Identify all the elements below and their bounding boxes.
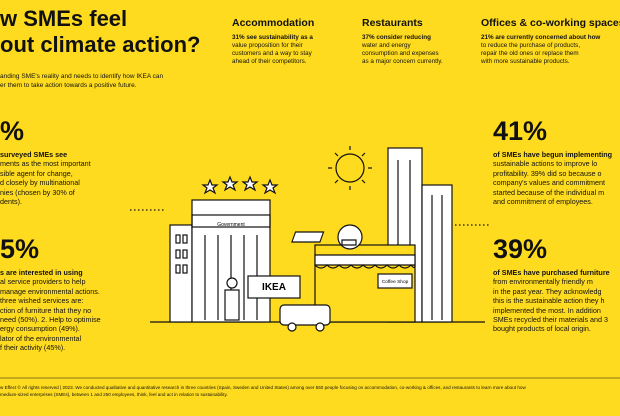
text-line: need (50%). 2. Help to optimise bbox=[0, 315, 101, 325]
text-line: to reduce the purchase of products, bbox=[481, 42, 581, 49]
text-line: ahead of their competitors. bbox=[232, 58, 307, 65]
text-line: s are interested in using bbox=[0, 268, 83, 277]
text-line: SMEs recycled their materials and 3 bbox=[493, 315, 609, 325]
text-line: anding SME's reality and needs to identi… bbox=[0, 73, 164, 80]
coffee-shop bbox=[291, 224, 416, 323]
sector-heading: Offices & co-working spaces bbox=[481, 17, 620, 29]
text-line: nies (chosen by 30% of bbox=[0, 187, 75, 197]
text-line: value proposition for their bbox=[232, 42, 303, 49]
text-line: surveyed SMEs see bbox=[0, 150, 68, 159]
stat-figure: 39% bbox=[493, 234, 548, 264]
cafe-label: Coffee Shop bbox=[382, 279, 409, 285]
subtitle: anding SME's reality and needs to identi… bbox=[0, 72, 163, 90]
stat-text: surveyed SMEs see ments as the most impor… bbox=[0, 150, 91, 206]
stat-text: of SMEs have begun implementing sustainab… bbox=[493, 150, 612, 206]
text-line: consumption and expenses bbox=[362, 50, 439, 57]
scene bbox=[0, 146, 620, 379]
stat-text: of SMEs have purchased furniture from env… bbox=[493, 268, 610, 334]
text-line: 31% see sustainability as a bbox=[232, 34, 313, 41]
text-line: out climate action? bbox=[0, 32, 201, 57]
text-line: customers and a way to stay bbox=[232, 50, 312, 57]
sector-text: 21% are currently concerned about how to … bbox=[481, 34, 600, 66]
text-line: manage environmental actions. bbox=[0, 286, 100, 296]
text-line: w SMEs feel bbox=[0, 6, 128, 31]
text-line: water and energy bbox=[362, 42, 411, 49]
stat-figure: % bbox=[0, 116, 25, 146]
text-line: ergy consumption (49%). bbox=[0, 324, 80, 334]
sector-heading: Accommodation bbox=[232, 17, 315, 29]
ikea-store bbox=[224, 275, 301, 321]
text-line: sustainable actions to improve lo bbox=[493, 159, 598, 169]
text-line: of SMEs have begun implementing bbox=[493, 150, 613, 159]
text-line: w Effect © All rights reserved | 2023. W… bbox=[0, 385, 526, 390]
text-line: d closely by multinational bbox=[0, 178, 80, 188]
stat-figure: 5% bbox=[0, 234, 40, 264]
footer: w Effect © All rights reserved | 2023. W… bbox=[0, 384, 526, 398]
government-label: Government bbox=[217, 222, 245, 228]
text-line: company's values and commitment bbox=[493, 178, 606, 188]
text-line: lator of the environmental bbox=[0, 333, 82, 343]
text-line: with more sustainable products. bbox=[481, 58, 570, 65]
text-line: from environmentally friendly m bbox=[493, 277, 593, 287]
text-line: ments as the most important bbox=[0, 159, 91, 169]
sector-text: 31% see sustainability as a value proposi… bbox=[232, 34, 313, 66]
text-line: 21% are currently concerned about how bbox=[481, 34, 601, 41]
text-line: medium-sized enterprises (SMEs), between… bbox=[0, 392, 228, 397]
sector-heading: Restaurants bbox=[362, 17, 423, 29]
text-line: as a major concern currently. bbox=[362, 58, 443, 65]
text-line: dents). bbox=[0, 197, 22, 207]
text-line: of SMEs have purchased furniture bbox=[493, 268, 610, 277]
text-line: al service providers to help bbox=[0, 277, 86, 287]
text-line: profitability. 39% did so because o bbox=[493, 168, 602, 178]
text-line: and commitment of employees. bbox=[493, 197, 593, 207]
text-line: 37% consider reducing bbox=[362, 34, 431, 41]
text-line: bought products of local origin. bbox=[493, 324, 591, 334]
store-label: IKEA bbox=[262, 282, 286, 293]
stat-text: s are interested in using al service prov… bbox=[0, 268, 101, 353]
text-line: f their activity (45%). bbox=[0, 343, 66, 353]
text-line: started because of the individual m bbox=[493, 187, 605, 197]
text-line: implemented the most. In addition bbox=[493, 305, 601, 315]
sun bbox=[328, 146, 372, 190]
stars bbox=[201, 175, 279, 195]
text-line: ction of furniture that they no bbox=[0, 305, 92, 315]
text-line: sible agent for change, bbox=[0, 168, 73, 178]
text-line: in the past year. They acknowledg bbox=[493, 286, 602, 296]
text-line: this is the sustainable action they h bbox=[493, 296, 605, 306]
text-line: er them to take action towards a positiv… bbox=[0, 82, 137, 89]
text-line: repair the old ones or replace them bbox=[481, 50, 579, 57]
stat-figure: 41% bbox=[493, 116, 548, 146]
text-line: three wished services are: bbox=[0, 296, 84, 306]
van bbox=[279, 304, 331, 332]
government-building bbox=[169, 199, 271, 323]
sector-text: 37% consider reducing water and energy con… bbox=[362, 34, 443, 66]
title: w SMEs feel out climate action? bbox=[0, 6, 200, 58]
